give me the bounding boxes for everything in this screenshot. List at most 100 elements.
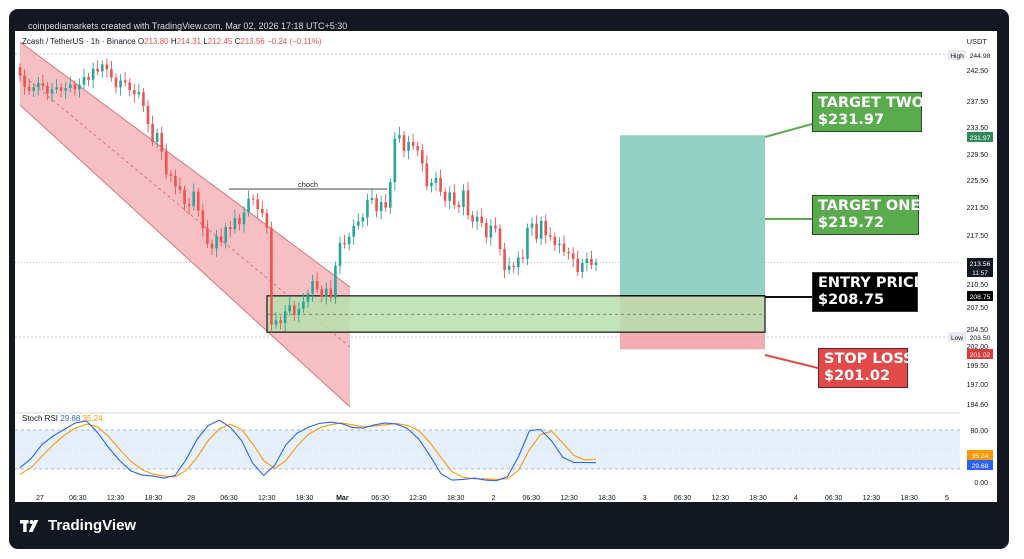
price-tick-label: 207.50 bbox=[967, 305, 989, 312]
stoch-d-badge bbox=[967, 450, 993, 460]
candle bbox=[146, 105, 150, 124]
candle bbox=[274, 320, 278, 325]
legend-part: 213.80 bbox=[144, 37, 171, 46]
tradingview-logo-icon bbox=[20, 519, 39, 532]
candle bbox=[329, 288, 333, 298]
price-tick-label: 199.50 bbox=[967, 363, 989, 370]
candle bbox=[503, 249, 506, 270]
candle bbox=[50, 89, 54, 94]
price-badge-value: 203.50 bbox=[970, 335, 991, 342]
candle bbox=[128, 82, 132, 91]
target-one-title: TARGET ONE bbox=[818, 198, 921, 214]
candle bbox=[206, 228, 209, 244]
legend-part: H bbox=[171, 37, 177, 46]
legend-line: Zcash / TetherUS · 1h · Binance O213.80 … bbox=[22, 37, 322, 46]
candle bbox=[484, 222, 488, 238]
stop-loss-pointer bbox=[764, 354, 819, 369]
candle bbox=[251, 198, 255, 200]
candle bbox=[356, 221, 360, 226]
price-tick-label: 197.00 bbox=[967, 382, 989, 389]
candle bbox=[187, 204, 191, 207]
time-tick-label: 06:30 bbox=[371, 495, 389, 502]
candle bbox=[343, 242, 346, 245]
candle bbox=[78, 84, 81, 90]
candle bbox=[420, 150, 424, 164]
currency-label: USDT bbox=[967, 37, 988, 46]
candle bbox=[562, 243, 566, 252]
legend-part: C bbox=[234, 37, 240, 46]
price-tick-label: 237.50 bbox=[967, 99, 989, 106]
time-tick-label: 27 bbox=[36, 495, 44, 502]
candle bbox=[411, 141, 415, 147]
candle bbox=[494, 225, 497, 229]
candle bbox=[224, 227, 228, 243]
price-tick-label: 225.50 bbox=[967, 178, 989, 185]
candle bbox=[548, 235, 552, 237]
candle bbox=[183, 189, 186, 205]
candle bbox=[402, 135, 406, 151]
stoch-legend-part: 35.24 bbox=[83, 414, 104, 423]
candle bbox=[169, 174, 173, 176]
time-tick-label: 12:30 bbox=[409, 495, 427, 502]
candle bbox=[219, 236, 223, 243]
candle bbox=[498, 228, 502, 250]
attribution-text: coinpediamarkets created with TradingVie… bbox=[28, 21, 348, 31]
candle bbox=[41, 83, 45, 86]
candle bbox=[361, 217, 365, 222]
candle bbox=[475, 216, 479, 222]
candle bbox=[32, 87, 36, 91]
candle bbox=[96, 68, 100, 72]
candle bbox=[375, 197, 378, 212]
ohlc-legend: Zcash / TetherUS · 1h · Binance O213.80 … bbox=[22, 37, 322, 46]
candle bbox=[462, 190, 465, 207]
legend-part: Zcash / TetherUS · 1h · Binance bbox=[22, 37, 138, 46]
candle bbox=[306, 293, 310, 302]
candle bbox=[530, 223, 534, 228]
candle bbox=[270, 227, 273, 325]
stop-loss-price: $201.02 bbox=[824, 368, 891, 384]
candle bbox=[507, 265, 511, 270]
candle bbox=[59, 87, 63, 91]
time-tick-label: 06:30 bbox=[523, 495, 541, 502]
candle bbox=[439, 177, 442, 192]
candle bbox=[297, 308, 301, 315]
candle bbox=[247, 198, 250, 213]
candle bbox=[292, 305, 296, 315]
target-two-price: $231.97 bbox=[818, 112, 885, 128]
candle bbox=[315, 280, 319, 290]
brand: TradingView bbox=[20, 517, 136, 534]
candle bbox=[370, 197, 374, 201]
candle bbox=[558, 243, 561, 246]
time-tick-label: 28 bbox=[187, 495, 195, 502]
candle bbox=[23, 75, 26, 87]
time-tick-label: 12:30 bbox=[258, 495, 276, 502]
candle bbox=[123, 80, 127, 83]
candle bbox=[416, 146, 420, 151]
candle bbox=[466, 190, 470, 216]
candle bbox=[457, 204, 461, 207]
price-badge-value: 213.56 bbox=[970, 261, 991, 268]
stoch-legend-part: Stoch RSI bbox=[22, 414, 60, 423]
stoch-k-line bbox=[19, 419, 597, 482]
candle bbox=[142, 92, 145, 106]
candle bbox=[320, 289, 324, 297]
time-tick-label: 06:30 bbox=[674, 495, 692, 502]
stop-loss-title: STOP LOSS bbox=[824, 351, 914, 367]
candle bbox=[114, 77, 118, 88]
price-tick-label: 229.50 bbox=[967, 152, 989, 159]
time-axis: 27 06:30 12:30 18:30 28 06:30 12:30 18:30 Mar 06:… bbox=[36, 495, 949, 502]
time-tick-label: 18:30 bbox=[900, 495, 918, 502]
candle bbox=[279, 320, 282, 324]
candle bbox=[260, 209, 264, 214]
candle bbox=[256, 199, 260, 210]
candle bbox=[352, 225, 356, 237]
candle bbox=[388, 182, 392, 208]
price-badge bbox=[967, 50, 993, 60]
candle bbox=[160, 132, 164, 152]
candle bbox=[448, 192, 452, 201]
choch-label: choch bbox=[298, 180, 318, 189]
stop-loss-callout: STOP LOSS $201.02 bbox=[818, 348, 914, 388]
candle bbox=[526, 227, 529, 259]
candle bbox=[283, 311, 287, 324]
candle bbox=[192, 191, 196, 207]
